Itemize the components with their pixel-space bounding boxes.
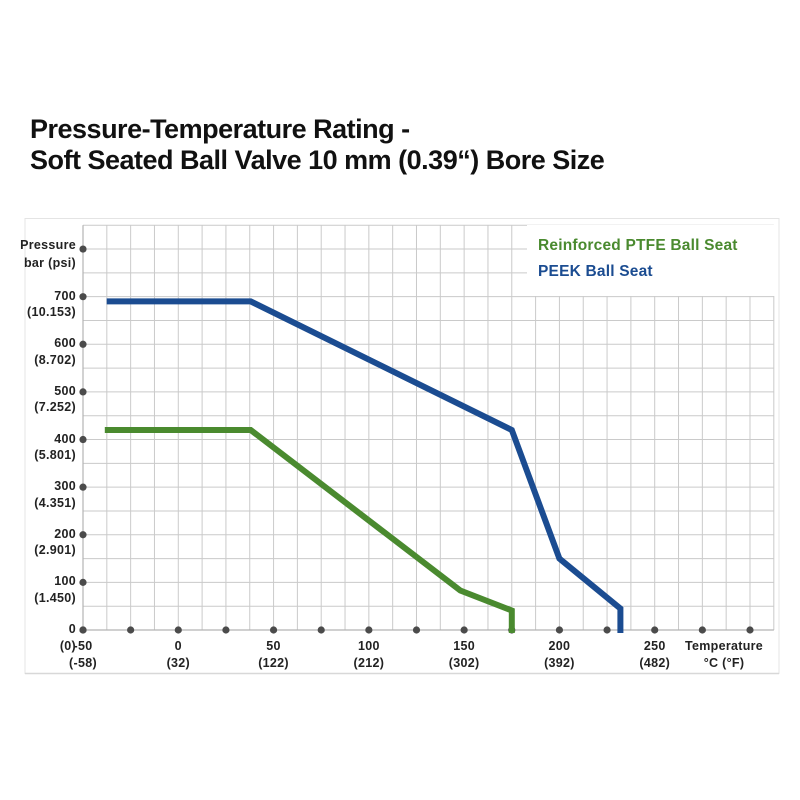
- x-axis-dot: [222, 626, 230, 634]
- x-axis-dot: [651, 626, 659, 634]
- x-axis-dot: [746, 626, 754, 634]
- y-axis-dot: [79, 531, 87, 539]
- page-title-line2: Soft Seated Ball Valve 10 mm (0.39“) Bor…: [30, 145, 605, 175]
- chart-legend: Reinforced PTFE Ball Seat PEEK Ball Seat: [527, 225, 776, 296]
- legend-item-peek: PEEK Ball Seat: [538, 263, 653, 280]
- x-axis-dot: [555, 626, 564, 634]
- y-axis-dot: [79, 293, 87, 301]
- y-axis-dot: [79, 483, 87, 491]
- page-title-line1: Pressure-Temperature Rating -: [30, 114, 410, 144]
- x-axis-dot: [365, 626, 373, 634]
- x-axis-dot: [460, 626, 468, 634]
- x-axis-dot: [412, 626, 421, 634]
- y-axis-dot: [79, 340, 87, 348]
- series-line-peek: [106, 298, 624, 633]
- y-axis-dot: [79, 388, 87, 396]
- y-axis-dot: [79, 626, 87, 634]
- y-axis-dot: [79, 245, 87, 253]
- page-title: Pressure-Temperature Rating - Soft Seate…: [30, 114, 605, 176]
- x-axis-dot: [269, 626, 278, 634]
- y-axis-dot: [79, 578, 87, 586]
- series-line-ptfe: [104, 427, 515, 633]
- x-axis-dot: [603, 626, 611, 634]
- x-axis-dot: [317, 626, 325, 634]
- x-axis-dot: [174, 626, 182, 634]
- x-axis-dot: [698, 626, 706, 634]
- y-axis-dot: [79, 435, 87, 444]
- x-axis-dot: [127, 626, 135, 634]
- legend-item-ptfe: Reinforced PTFE Ball Seat: [538, 237, 738, 254]
